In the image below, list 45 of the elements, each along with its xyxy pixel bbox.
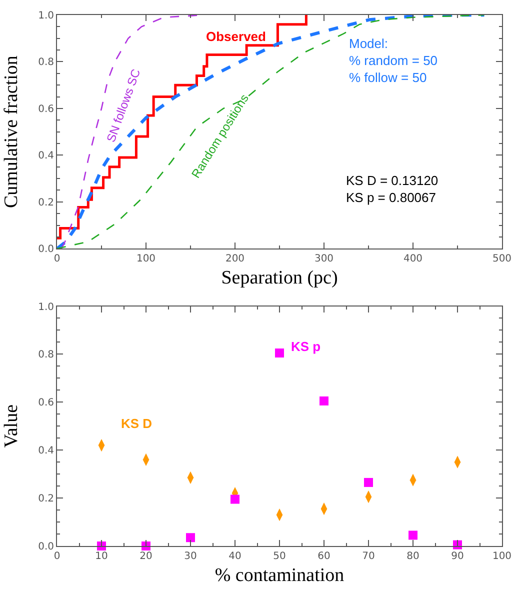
point [186, 533, 195, 542]
x-tick-label: 200 [225, 254, 245, 265]
x-tick-label: 20 [140, 551, 152, 562]
x-tick-label: 400 [403, 254, 423, 265]
x-tick-label: 50 [273, 551, 286, 562]
x-tick-label: 0 [54, 254, 60, 265]
y-tick-label: 0.8 [38, 350, 54, 361]
x-tick-label: 30 [184, 551, 197, 562]
x-tick-label: 90 [451, 551, 464, 562]
y-tick-label: 1.0 [38, 302, 54, 313]
y-tick-label: 0.2 [38, 494, 54, 505]
y-tick-label: 0.4 [38, 150, 54, 162]
x-tick-label: 80 [406, 551, 420, 562]
annotation: KS D = 0.13120 KS p = 0.80067 [346, 173, 438, 205]
annotation: Model: % random = 50 % follow = 50 [349, 36, 438, 85]
x-tick-label: 100 [492, 551, 512, 562]
x-tick-label: 100 [136, 254, 156, 265]
x-tick-label: 0 [54, 551, 60, 562]
x-tick-label: 10 [95, 551, 108, 562]
y-axis-title: Value [0, 404, 22, 448]
series-label: KS p [291, 339, 321, 354]
y-tick-label: 0.0 [38, 542, 54, 553]
series-label: Observed [206, 29, 266, 44]
point [275, 348, 284, 358]
x-tick-label: 300 [314, 254, 334, 265]
x-axis-title: % contamination [214, 564, 345, 586]
y-tick-label: 0.4 [38, 446, 54, 457]
y-tick-label: 0.6 [38, 104, 54, 115]
y-tick-label: 1.0 [38, 10, 54, 22]
y-tick-label: 0.8 [38, 57, 54, 68]
x-tick-label: 500 [492, 254, 512, 265]
x-tick-label: 60 [318, 551, 330, 562]
y-axis-title: Cumulative fraction [0, 55, 22, 208]
y-tick-label: 0.0 [38, 244, 54, 256]
point [408, 530, 418, 540]
x-tick-label: 40 [228, 551, 242, 562]
series-label: KS D [121, 416, 152, 431]
x-axis-title: Separation (pc) [221, 267, 338, 288]
y-tick-label: 0.2 [38, 197, 54, 208]
point [364, 478, 373, 487]
point [230, 494, 240, 504]
y-tick-label: 0.6 [38, 398, 54, 409]
point [320, 396, 328, 406]
x-tick-label: 70 [362, 551, 375, 562]
text: SN follows SC [104, 66, 144, 144]
